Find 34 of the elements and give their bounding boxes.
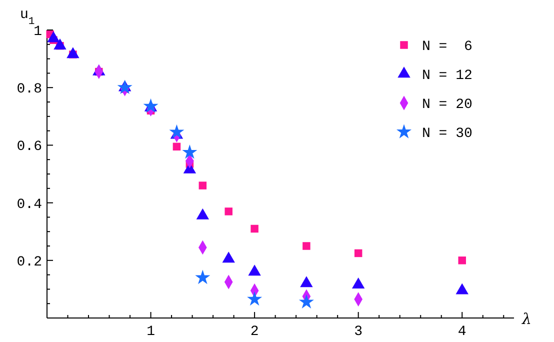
point (354, 249, 362, 258)
point (198, 182, 207, 190)
point (250, 224, 258, 233)
text: u (20, 7, 28, 23)
point (224, 208, 232, 216)
point (302, 242, 310, 250)
point (247, 291, 262, 306)
point (458, 256, 466, 264)
point (248, 264, 261, 276)
point (182, 144, 198, 159)
point (54, 38, 66, 50)
point (195, 270, 210, 284)
y-tick-label: 0.2 (16, 254, 42, 270)
y-tick-label: 1 (28, 16, 35, 28)
x-tick-label: 3 (354, 324, 363, 340)
x-tick-label: 2 (250, 324, 259, 340)
y-tick-label: 0.4 (16, 196, 42, 213)
legend-label: N = 6 (422, 39, 472, 55)
x-tick-label: 1 (146, 324, 155, 340)
point (300, 276, 313, 288)
point (172, 142, 181, 151)
x-axis-title: λ (521, 310, 532, 328)
point (117, 80, 132, 94)
legend-label: N = 30 (422, 126, 472, 142)
point (298, 294, 314, 309)
point (456, 283, 468, 294)
y-tick-label: 0.6 (16, 139, 42, 156)
point (352, 278, 365, 289)
x-tick-label: 4 (458, 324, 466, 340)
point (169, 124, 184, 139)
legend-label: N = 20 (422, 97, 472, 113)
y-tick-label: 0.8 (16, 82, 42, 98)
point (222, 252, 235, 263)
legend-label: N = 12 (422, 68, 472, 84)
